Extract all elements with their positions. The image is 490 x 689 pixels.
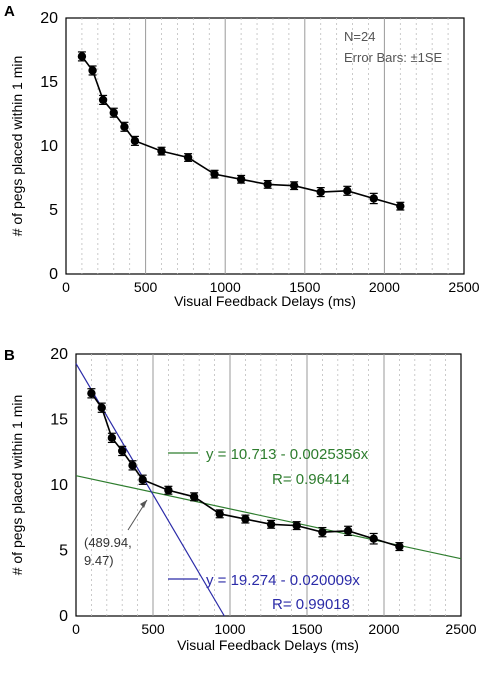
panel-b-intersection-label-line2: 9.47) <box>84 553 114 568</box>
panel-a-data-point <box>343 186 352 195</box>
panel-a-data-point <box>183 153 193 162</box>
panel-a-data-point <box>316 187 325 197</box>
panel-a-data-point <box>369 194 378 203</box>
panel-b-data-point <box>164 486 173 495</box>
panel-a-data-point <box>77 52 87 61</box>
panel-a-x-tick-label: 2000 <box>369 279 400 295</box>
panel-a-data-series <box>77 51 405 211</box>
panel-b-fit-1-r: R= 0.96414 <box>272 471 350 488</box>
panel-a-series-line <box>81 55 401 207</box>
panel-b-x-tick-label: 0 <box>72 621 80 637</box>
panel-b-data-point <box>241 514 250 524</box>
panel-b-data-point <box>118 446 127 456</box>
panel-a-data-point <box>120 122 129 131</box>
panel-a-data-point <box>263 180 272 189</box>
panel-b-data-point <box>292 521 301 530</box>
panel-a-data-point <box>289 181 299 190</box>
panel-a-y-tick-label: 5 <box>49 202 58 219</box>
panel-b-data-point <box>87 389 96 398</box>
panel-a-y-tick-labels: 0 5 10 15 20 <box>40 10 58 283</box>
panel-a-annotation-n: N=24 <box>344 29 375 44</box>
panel-b-fit-line-2 <box>75 363 225 617</box>
panel-b-y-axis-label: # of pegs placed within 1 min <box>9 395 25 576</box>
panel-b-y-tick-label: 5 <box>59 543 68 560</box>
panel-a-data-point <box>130 136 140 146</box>
panel-a-x-tick-labels: 0 500 1000 1500 2000 2500 <box>62 279 480 295</box>
panel-b-plot-frame <box>75 353 462 617</box>
panel-b-x-tick-label: 1000 <box>214 621 245 637</box>
panel-b-y-tick-label: 10 <box>50 477 68 494</box>
panel-a-x-tick-label: 500 <box>134 279 158 295</box>
panel-b-y-tick-label: 0 <box>59 608 68 625</box>
panel-a-y-tick-label: 10 <box>40 138 58 155</box>
panel-b-y-tick-label: 15 <box>50 412 68 429</box>
panel-b-data-point <box>97 403 106 412</box>
panel-b-data-point <box>318 527 327 537</box>
panel-a-annotation-error-bars: Error Bars: ±1SE <box>344 50 442 65</box>
panel-a-x-tick-label: 2500 <box>448 279 479 295</box>
panel-b-x-axis-label: Visual Feedback Delays (ms) <box>177 637 359 653</box>
panel-b-y-tick-label: 20 <box>50 346 68 363</box>
panel-b-fit-2-r: R= 0.99018 <box>272 596 350 613</box>
panel-b: B 0 500 1000 1500 2000 2500 0 5 10 15 20 y = 10.7… <box>4 346 477 653</box>
panel-b-data-series <box>87 388 404 552</box>
panel-a-x-tick-label: 0 <box>62 279 70 295</box>
panel-b-x-tick-label: 500 <box>141 621 165 637</box>
panel-a-x-tick-label: 1000 <box>210 279 241 295</box>
panel-b-x-tick-label: 2000 <box>368 621 399 637</box>
panel-a-data-point <box>210 169 219 179</box>
panel-b-data-point <box>128 461 137 470</box>
panel-b-x-tick-labels: 0 500 1000 1500 2000 2500 <box>72 621 477 637</box>
panel-a-y-tick-label: 20 <box>40 10 58 27</box>
panel-a-data-point <box>396 201 405 211</box>
panel-b-x-tick-label: 1500 <box>291 621 322 637</box>
panel-b-data-point <box>395 542 404 551</box>
panel-b-data-point <box>215 509 224 519</box>
panel-a-x-axis-label: Visual Feedback Delays (ms) <box>174 293 356 309</box>
panel-b-grid <box>91 354 447 616</box>
panel-a-y-axis-label: # of pegs placed within 1 min <box>9 56 25 237</box>
panel-a-x-tick-label: 1500 <box>289 279 320 295</box>
panel-b-x-tick-label: 2500 <box>445 621 476 637</box>
panel-a-y-tick-label: 15 <box>40 74 58 91</box>
panel-b-data-point <box>138 475 147 484</box>
panel-b-data-point <box>266 520 276 529</box>
panel-b-fit-2-equation: y = 19.274 - 0.020009x <box>206 572 360 589</box>
panel-b-data-point <box>369 534 378 543</box>
panel-b-letter: B <box>4 347 15 364</box>
panel-a-letter: A <box>4 3 15 20</box>
panel-b-y-tick-labels: 0 5 10 15 20 <box>50 346 68 625</box>
panel-a: A 0 500 1000 1500 2000 2500 0 5 10 15 20 N=24 Err… <box>4 3 480 309</box>
panel-a-data-point <box>236 175 246 184</box>
panel-a-data-point <box>109 108 118 117</box>
panel-b-data-point <box>107 433 117 443</box>
panel-a-plot-frame <box>65 17 465 275</box>
panel-b-series-line <box>90 392 400 548</box>
panel-a-data-point <box>157 146 166 156</box>
panel-a-data-point <box>88 66 97 75</box>
panel-a-grid <box>81 18 449 274</box>
panel-a-data-point <box>98 95 108 105</box>
panel-b-fit-1-equation: y = 10.713 - 0.0025356x <box>206 446 369 463</box>
panel-b-data-point <box>189 492 199 501</box>
panel-b-intersection-arrow-head <box>140 500 147 508</box>
panel-a-y-tick-label: 0 <box>49 266 58 283</box>
panel-b-data-point <box>343 526 353 536</box>
panel-b-intersection-label-line1: (489.94, <box>84 535 132 550</box>
